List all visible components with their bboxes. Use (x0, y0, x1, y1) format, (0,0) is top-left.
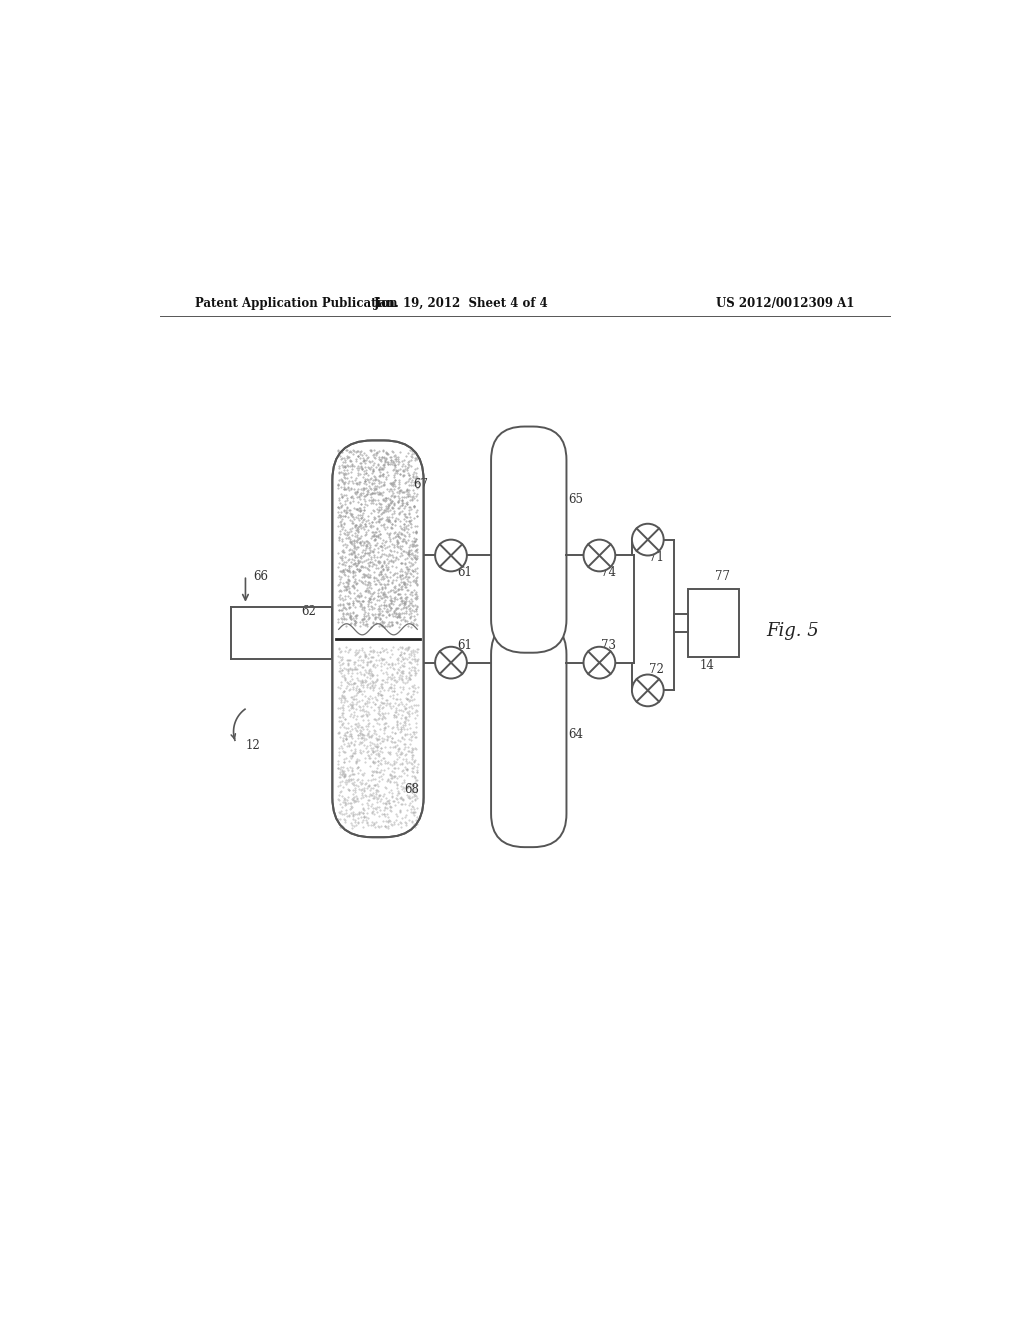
Text: 72: 72 (649, 663, 665, 676)
Text: 67: 67 (414, 478, 429, 491)
Text: 61: 61 (458, 566, 472, 579)
Text: 12: 12 (246, 739, 260, 752)
Circle shape (584, 540, 615, 572)
Text: 73: 73 (601, 639, 616, 652)
Text: Fig. 5: Fig. 5 (767, 622, 819, 640)
Text: Patent Application Publication: Patent Application Publication (196, 297, 398, 310)
Bar (674, 614, 688, 632)
FancyBboxPatch shape (333, 441, 424, 837)
Circle shape (584, 647, 615, 678)
Text: 64: 64 (568, 727, 584, 741)
Text: 71: 71 (649, 550, 665, 564)
Text: 77: 77 (715, 570, 730, 582)
Circle shape (435, 647, 467, 678)
Bar (688, 589, 739, 656)
Circle shape (435, 540, 467, 572)
Circle shape (632, 524, 664, 556)
FancyBboxPatch shape (492, 620, 566, 847)
Text: 65: 65 (568, 494, 584, 507)
Text: 66: 66 (253, 570, 268, 582)
Text: 68: 68 (404, 783, 419, 796)
Text: 62: 62 (301, 605, 315, 618)
Text: Jan. 19, 2012  Sheet 4 of 4: Jan. 19, 2012 Sheet 4 of 4 (374, 297, 549, 310)
Text: 14: 14 (699, 659, 715, 672)
Text: US 2012/0012309 A1: US 2012/0012309 A1 (716, 297, 854, 310)
Circle shape (632, 675, 664, 706)
Text: 61: 61 (458, 639, 472, 652)
Text: 74: 74 (601, 566, 616, 579)
FancyBboxPatch shape (492, 426, 566, 652)
